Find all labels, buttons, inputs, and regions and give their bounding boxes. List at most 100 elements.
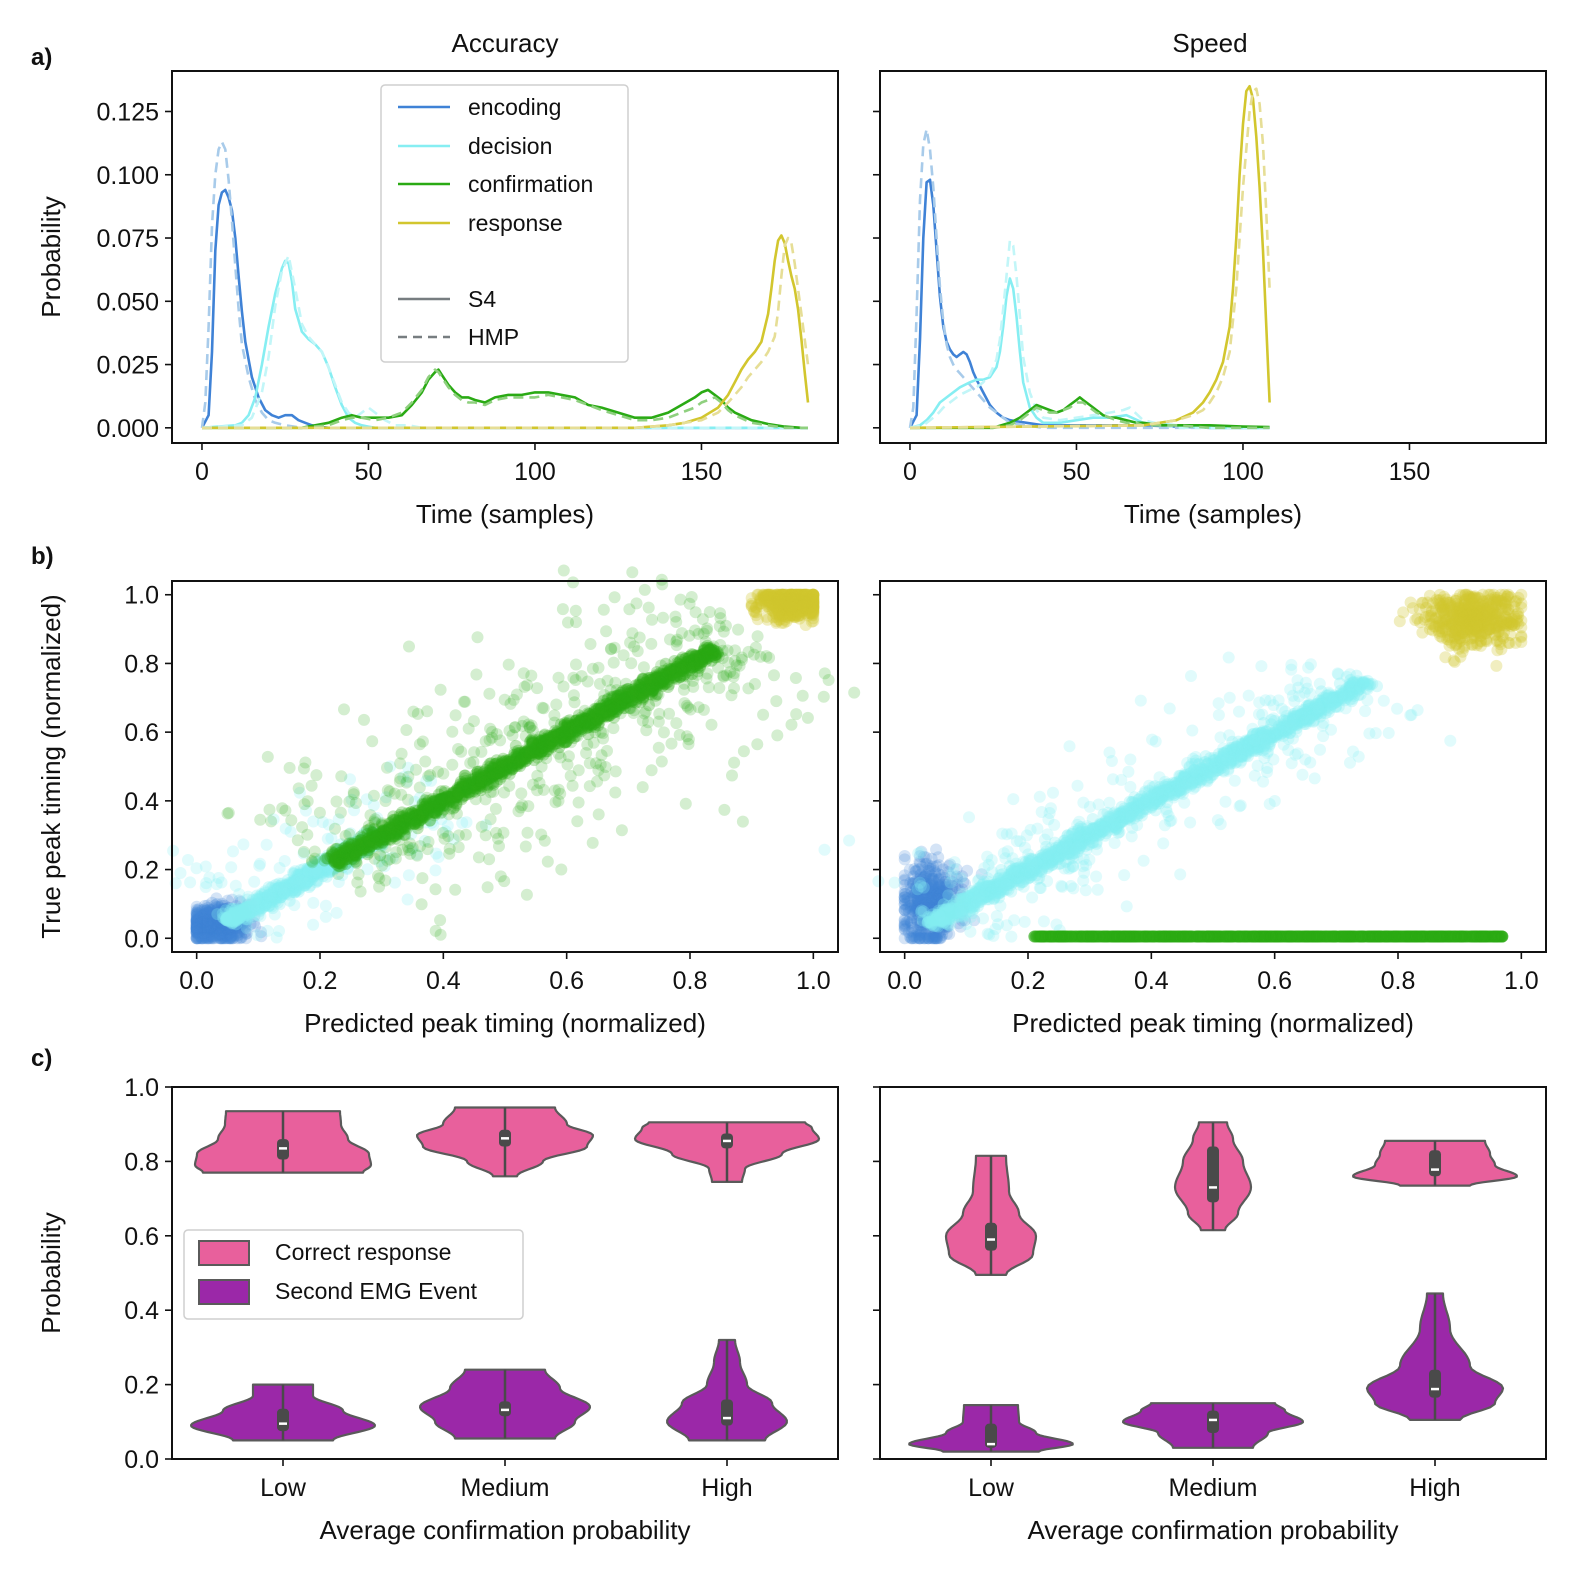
scatter-point-encoding xyxy=(190,914,203,927)
scatter-point-encoding xyxy=(220,918,233,931)
scatter-point-confirmation xyxy=(332,868,345,880)
a-accuracy-ytick-label: 0.100 xyxy=(96,162,159,190)
scatter-point-confirmation xyxy=(263,803,276,816)
scatter-point-encoding xyxy=(214,910,227,923)
scatter-point-encoding xyxy=(191,932,204,945)
scatter-point-confirmation xyxy=(533,777,546,789)
scatter-point-encoding xyxy=(218,914,231,927)
scatter-point-encoding xyxy=(224,931,237,944)
scatter-point-confirmation xyxy=(296,821,309,834)
scatter-point-encoding xyxy=(200,918,213,931)
scatter-point-confirmation xyxy=(406,842,419,854)
scatter-point-encoding xyxy=(215,925,227,938)
scatter-point-encoding xyxy=(232,928,245,941)
scatter-point-encoding xyxy=(204,910,217,923)
scatter-point-confirmation xyxy=(686,674,699,687)
scatter-point-encoding xyxy=(213,932,226,945)
scatter-point-confirmation xyxy=(789,672,802,684)
scatter-point-encoding xyxy=(224,923,237,936)
scatter-point-encoding xyxy=(199,932,212,945)
scatter-point-encoding xyxy=(229,923,242,935)
scatter-point-encoding xyxy=(216,913,229,926)
scatter-point-encoding xyxy=(190,913,203,926)
scatter-point-encoding xyxy=(205,904,218,917)
scatter-point-confirmation xyxy=(592,808,605,821)
scatter-point-encoding xyxy=(217,923,230,936)
scatter-point-encoding xyxy=(209,919,222,932)
scatter-point-encoding xyxy=(219,920,232,933)
scatter-point-encoding xyxy=(242,898,255,911)
scatter-point-encoding xyxy=(190,920,203,933)
scatter-point-encoding xyxy=(221,909,234,922)
scatter-point-encoding xyxy=(208,909,221,922)
b-accuracy-ytick-label: 0.2 xyxy=(124,857,159,885)
scatter-point-encoding xyxy=(200,927,213,940)
scatter-point-encoding xyxy=(190,915,203,928)
scatter-point-encoding xyxy=(190,921,203,934)
scatter-point-confirmation xyxy=(735,651,748,664)
scatter-point-encoding xyxy=(235,931,248,944)
scatter-point-encoding xyxy=(223,921,236,934)
a-accuracy-ytick-label: 0.125 xyxy=(96,98,159,126)
scatter-point-confirmation xyxy=(670,717,683,730)
scatter-point-encoding xyxy=(228,909,241,922)
scatter-point-encoding xyxy=(220,932,232,945)
scatter-point-confirmation xyxy=(737,745,750,758)
scatter-point-confirmation xyxy=(306,856,319,869)
scatter-point-confirmation xyxy=(504,762,517,775)
scatter-point-encoding xyxy=(215,908,228,921)
scatter-point-encoding xyxy=(216,927,229,940)
scatter-point-encoding xyxy=(200,904,213,917)
scatter-point-confirmation xyxy=(580,747,593,759)
scatter-point-confirmation xyxy=(717,625,730,638)
scatter-point-encoding xyxy=(195,923,208,936)
a-speed-xtick-label: 50 xyxy=(1063,458,1091,486)
scatter-point-encoding xyxy=(197,930,210,942)
scatter-point-encoding xyxy=(190,932,203,945)
scatter-point-encoding xyxy=(208,920,221,933)
scatter-point-encoding xyxy=(190,923,203,936)
scatter-point-encoding xyxy=(215,903,228,916)
scatter-point-confirmation xyxy=(586,836,599,849)
scatter-point-confirmation xyxy=(726,769,738,782)
scatter-point-confirmation xyxy=(254,813,267,826)
scatter-point-encoding xyxy=(221,894,234,907)
scatter-point-encoding xyxy=(231,921,243,934)
scatter-point-encoding xyxy=(200,906,213,919)
scatter-point-encoding xyxy=(225,932,238,945)
scatter-point-encoding xyxy=(205,930,218,943)
scatter-point-encoding xyxy=(215,920,228,933)
scatter-point-confirmation xyxy=(700,672,713,685)
scatter-point-decision xyxy=(167,844,180,857)
scatter-point-encoding xyxy=(202,907,214,920)
b-accuracy-xtick-label: 0.6 xyxy=(549,967,584,995)
scatter-point-encoding xyxy=(234,916,247,929)
scatter-point-confirmation xyxy=(732,623,745,636)
scatter-point-confirmation xyxy=(422,835,435,848)
scatter-point-encoding xyxy=(212,910,225,923)
scatter-point-confirmation xyxy=(558,726,571,739)
scatter-point-encoding xyxy=(215,918,228,931)
scatter-point-encoding xyxy=(926,892,939,905)
scatter-point-encoding xyxy=(209,899,221,912)
scatter-point-confirmation xyxy=(703,606,716,618)
scatter-point-encoding xyxy=(203,906,216,919)
scatter-point-encoding xyxy=(216,925,229,938)
scatter-point-encoding xyxy=(227,932,240,945)
scatter-point-encoding xyxy=(231,907,244,920)
scatter-point-confirmation xyxy=(567,576,579,589)
scatter-point-encoding xyxy=(230,912,243,925)
scatter-point-encoding xyxy=(190,922,203,935)
scatter-point-encoding xyxy=(200,924,212,937)
scatter-point-encoding xyxy=(218,899,231,912)
scatter-point-confirmation xyxy=(291,834,304,847)
scatter-point-confirmation xyxy=(678,697,691,710)
scatter-point-encoding xyxy=(205,920,218,933)
scatter-point-encoding xyxy=(220,925,233,938)
scatter-point-encoding xyxy=(201,925,214,938)
scatter-point-encoding xyxy=(193,926,206,939)
scatter-point-confirmation xyxy=(552,783,565,796)
scatter-point-confirmation xyxy=(682,738,695,750)
a-speed-xtick-label: 150 xyxy=(1389,458,1431,486)
scatter-point-encoding xyxy=(190,903,203,916)
